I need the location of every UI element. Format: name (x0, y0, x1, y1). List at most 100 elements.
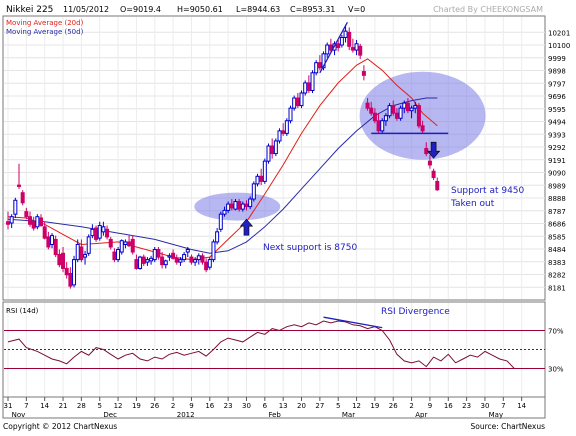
x-tick-label: 19 (132, 402, 141, 410)
x-tick-label: 2 (171, 402, 175, 410)
candle-up (277, 130, 282, 142)
candle-down (17, 184, 22, 187)
candle-down (200, 255, 205, 263)
x-tick-label: 2 (409, 402, 413, 410)
candle-up (97, 225, 102, 239)
x-tick-label: 16 (205, 402, 214, 410)
rsi-label: RSI (14d) (6, 307, 39, 315)
y-tick-label: 8484 (548, 246, 566, 254)
candle-up (266, 145, 271, 162)
y-tick-label: 8383 (548, 259, 566, 267)
x-tick-label: 26 (389, 402, 398, 410)
candle-down (28, 216, 33, 225)
x-tick-label: 14 (40, 402, 49, 410)
up-arrow-icon (239, 218, 254, 236)
month-label: Apr (415, 411, 427, 419)
copyright-label: Copyright © 2012 ChartNexus (3, 422, 117, 431)
candle-down (336, 43, 341, 49)
candle-up (255, 175, 260, 185)
candle-down (160, 256, 165, 266)
candle-up (35, 216, 40, 228)
y-tick-label: 8181 (548, 284, 566, 292)
candle-down (391, 105, 396, 114)
candle-down (79, 246, 84, 261)
candle-up (299, 92, 304, 107)
candle-down (295, 97, 300, 107)
x-tick-label: 7 (24, 402, 28, 410)
candle-up (178, 259, 183, 263)
month-label: Dec (103, 411, 117, 419)
candle-up (383, 115, 388, 122)
candle-up (182, 254, 187, 261)
y-tick-label: 8585 (548, 233, 566, 241)
candle-up (248, 198, 253, 208)
candle-up (90, 228, 95, 237)
candle-up (314, 62, 319, 74)
candle-down (365, 102, 370, 109)
x-tick-label: 14 (517, 402, 526, 410)
candle-down (171, 252, 176, 259)
down-arrow-icon (426, 141, 441, 159)
candle-up (215, 231, 220, 243)
candle-up (288, 107, 293, 122)
date-label: 11/05/2012 (63, 5, 109, 14)
candle-up (402, 102, 407, 109)
y-tick-label: 9898 (548, 68, 566, 76)
x-tick-label: 9 (189, 402, 193, 410)
candle-up (152, 249, 157, 261)
x-tick-label: 31 (4, 402, 13, 410)
candle-up (310, 72, 315, 91)
y-tick-label: 9191 (548, 157, 566, 165)
x-tick-label: 23 (224, 402, 233, 410)
candle-down (358, 45, 363, 56)
volume-label: V=0 (348, 5, 365, 14)
candle-up (193, 259, 198, 263)
candle-up (339, 36, 344, 46)
x-tick-label: 20 (297, 402, 306, 410)
legend-ma20: Moving Average (20d) (6, 19, 84, 27)
x-tick-label: 30 (481, 402, 490, 410)
y-tick-label: 8787 (548, 208, 566, 216)
candle-up (138, 256, 143, 269)
candle-down (112, 251, 117, 261)
candle-down (189, 256, 194, 263)
candle-up (226, 203, 231, 211)
candle-down (105, 228, 110, 238)
rsi-tick-label: 30% (548, 366, 564, 374)
candle-down (405, 102, 410, 112)
candle-down (6, 221, 10, 225)
candle-up (50, 235, 55, 245)
candle-down (347, 31, 352, 47)
candle-down (244, 203, 249, 208)
candle-up (196, 255, 201, 261)
candle-down (328, 44, 333, 51)
candle-down (350, 47, 355, 51)
candle-up (387, 105, 392, 117)
high-label: H=9050.61 (177, 5, 223, 14)
y-tick-label: 9999 (548, 55, 566, 63)
charted-by-label: Charted By CHEEKONGSAM (433, 5, 543, 14)
x-tick-label: 12 (114, 402, 123, 410)
ma20-line (7, 58, 438, 261)
trendline-rising (319, 22, 348, 74)
candle-down (94, 227, 99, 240)
candle-up (75, 243, 80, 261)
x-tick-label: 19 (370, 402, 379, 410)
candle-down (204, 261, 209, 271)
candle-up (284, 120, 289, 134)
legend-ma50: Moving Average (50d) (6, 28, 84, 36)
x-axis-strip (2, 396, 546, 419)
annotation-support-line2: Taken out (450, 199, 495, 209)
x-tick-label: 30 (242, 402, 251, 410)
candle-down (361, 71, 366, 76)
candle-down (281, 130, 286, 134)
candle-down (42, 226, 47, 239)
candle-down (174, 257, 179, 263)
x-tick-label: 27 (315, 402, 324, 410)
candle-down (108, 238, 113, 248)
x-tick-label: 21 (59, 402, 68, 410)
source-label: Source: ChartNexus (471, 422, 546, 431)
y-tick-label: 8989 (548, 182, 566, 190)
